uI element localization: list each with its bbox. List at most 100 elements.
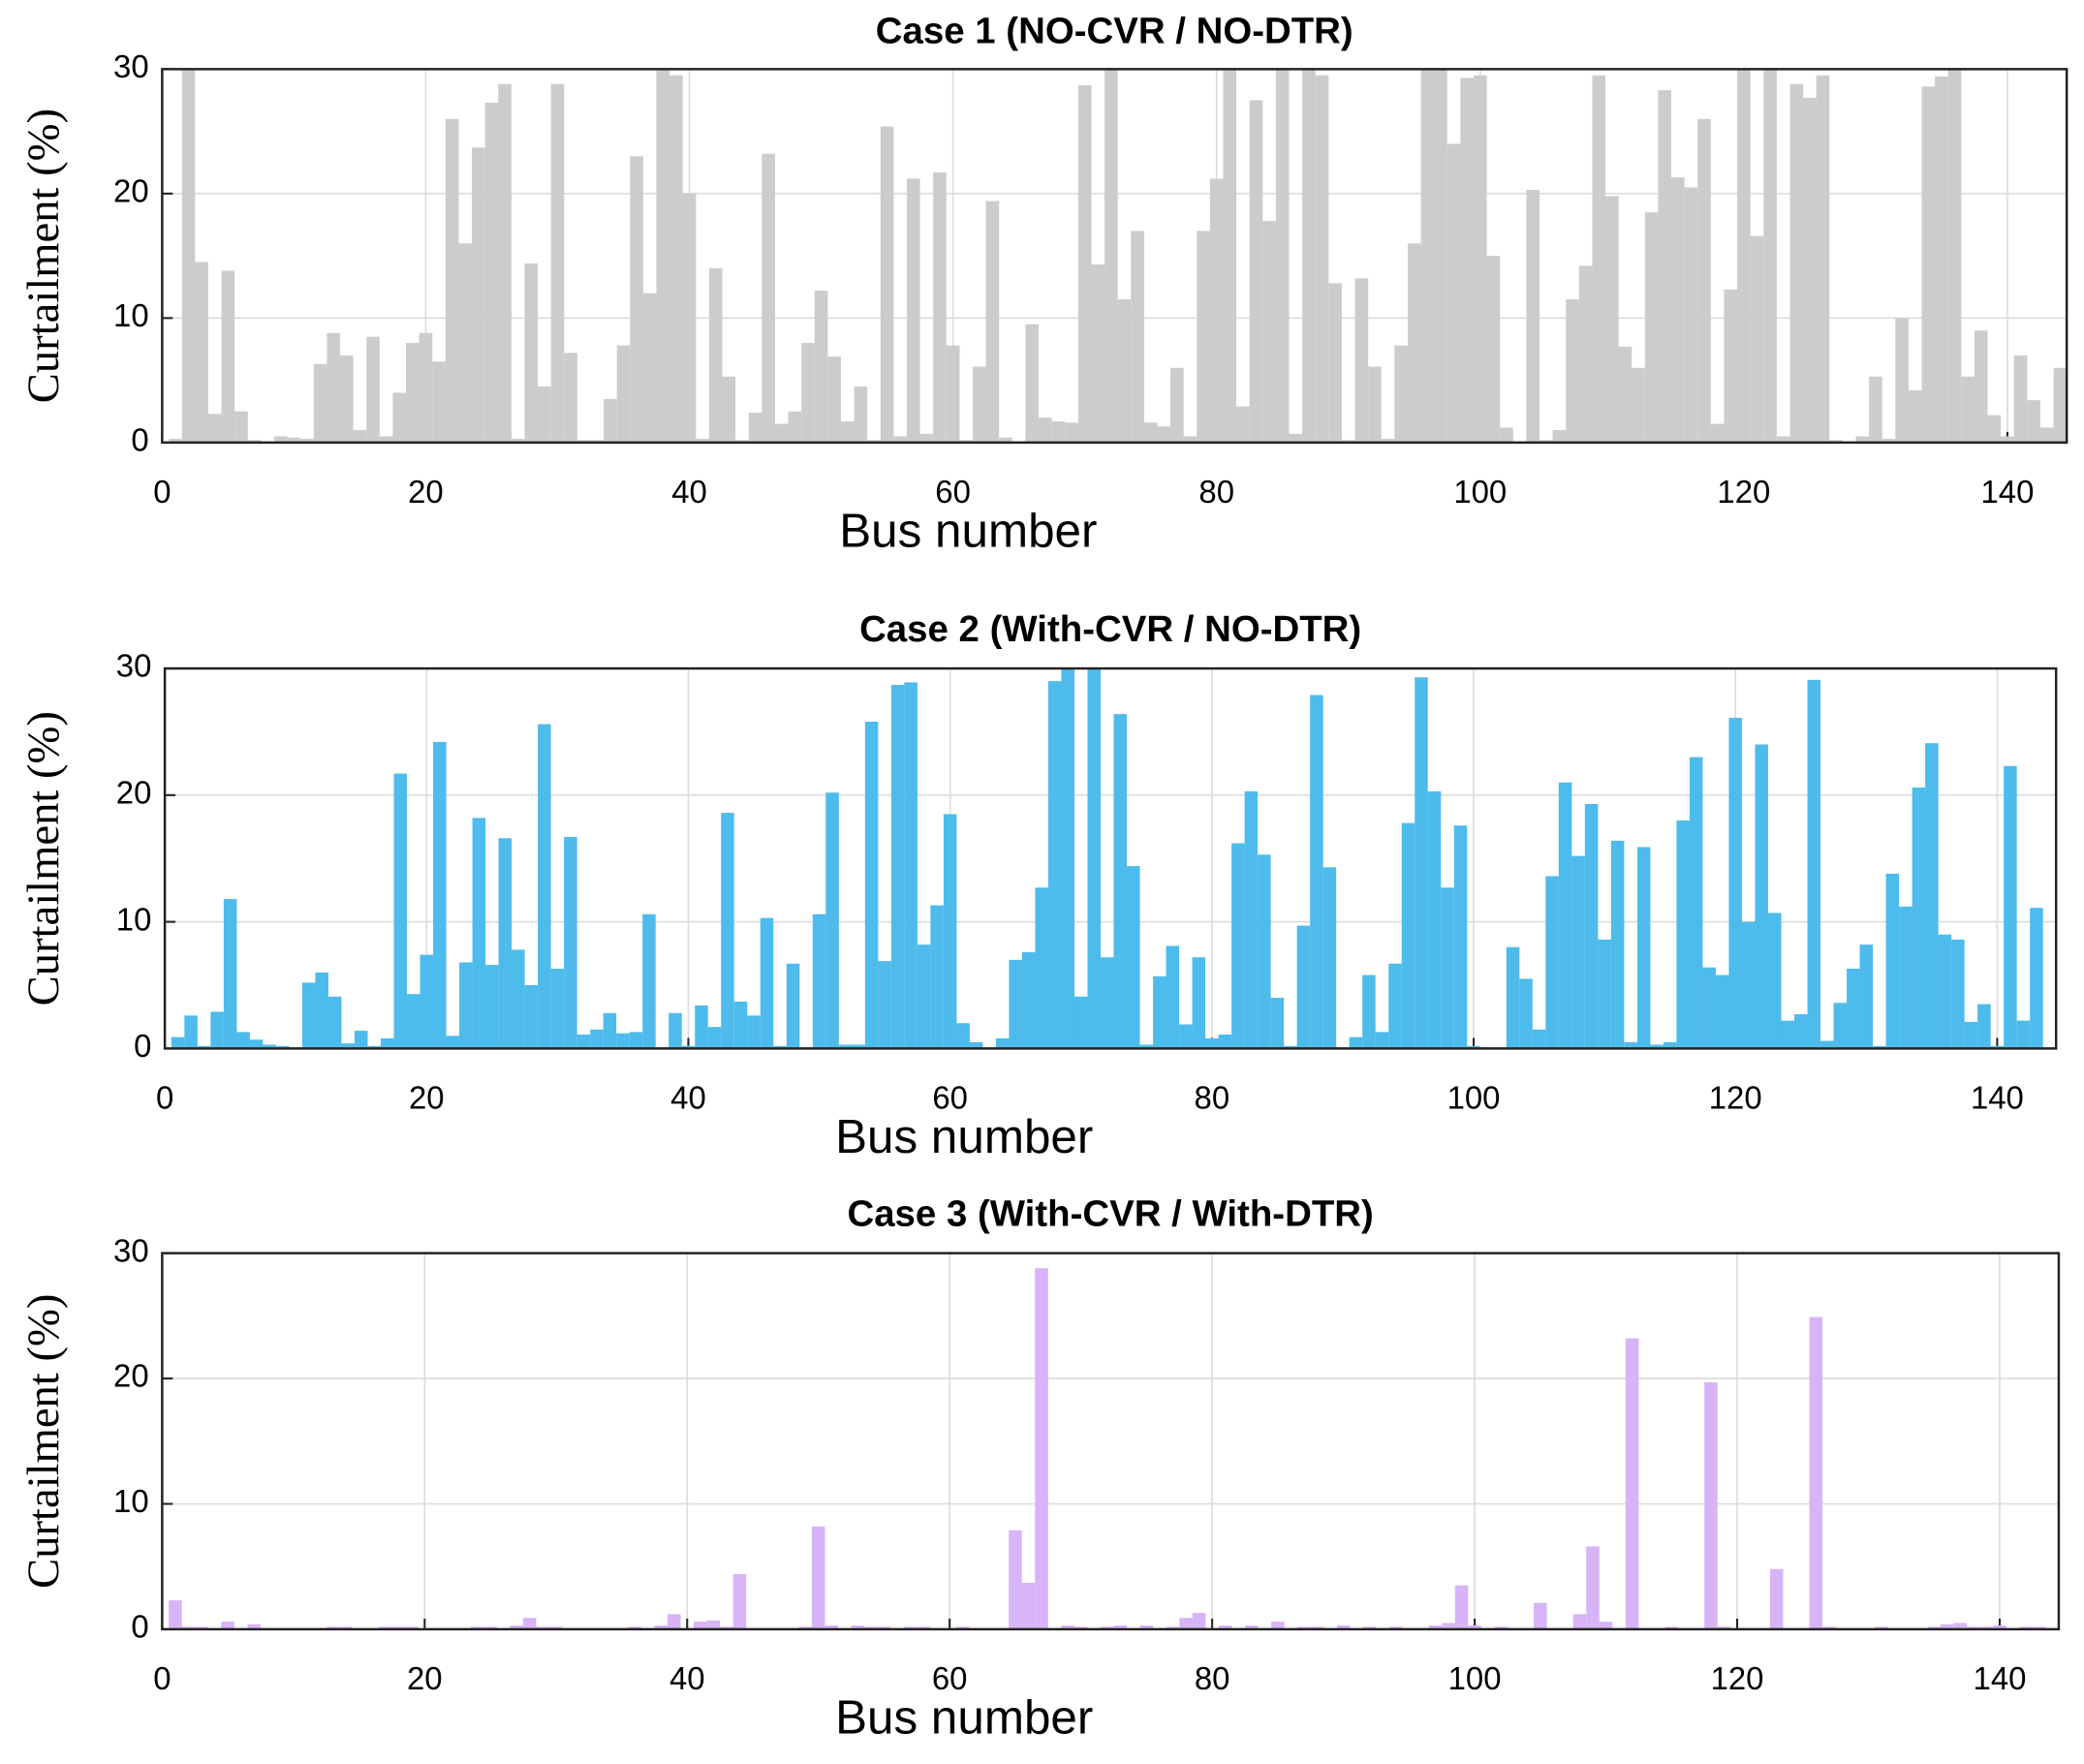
bar <box>1750 235 1764 443</box>
bar <box>1009 959 1022 1049</box>
x-tick-label: 100 <box>1453 474 1507 510</box>
bar <box>470 1626 484 1629</box>
bar <box>1572 1614 1587 1629</box>
bar <box>1453 825 1468 1049</box>
bar <box>1822 1626 1836 1629</box>
bar <box>1375 1032 1389 1049</box>
axes-frame <box>163 666 2058 1050</box>
bar <box>458 243 473 443</box>
bar <box>524 984 539 1049</box>
y-tick-label: 30 <box>113 48 149 84</box>
bar <box>1249 100 1263 443</box>
bar <box>1539 440 1553 443</box>
y-axis-label: Curtailment (%) <box>18 711 69 1006</box>
bar <box>825 792 839 1049</box>
bar <box>1855 436 1870 443</box>
bar <box>642 913 656 1049</box>
bar <box>1624 1041 1637 1049</box>
bar <box>1061 668 1074 1049</box>
bar <box>1183 436 1198 443</box>
x-tick-label: 40 <box>670 1080 706 1116</box>
x-tick-label: 20 <box>408 474 444 510</box>
bar <box>576 1035 591 1049</box>
bar <box>195 262 208 443</box>
bar <box>1454 1585 1469 1629</box>
bar <box>1009 1530 1022 1629</box>
bar <box>1322 867 1337 1049</box>
bar <box>904 682 918 1049</box>
bar <box>381 1037 394 1049</box>
bar <box>1702 967 1716 1049</box>
bar <box>1803 97 1817 443</box>
bar <box>1051 420 1066 443</box>
bar <box>706 1620 721 1629</box>
bar <box>1427 790 1442 1049</box>
bar <box>1684 187 1698 443</box>
bar <box>1315 75 1329 443</box>
y-axis-label: Curtailment (%) <box>18 108 69 403</box>
bar <box>864 1626 878 1629</box>
bar <box>906 178 920 443</box>
bar <box>1328 283 1342 443</box>
bar <box>616 1033 630 1049</box>
bar <box>722 376 736 443</box>
bar <box>1245 1625 1259 1629</box>
chart-title: Case 1 (NO-CVR / NO-DTR) <box>876 10 1353 51</box>
bar <box>917 944 931 1049</box>
bar <box>985 201 1000 443</box>
bar <box>1073 1626 1088 1629</box>
bar <box>1882 438 1896 443</box>
bar <box>1415 677 1428 1049</box>
bar <box>1899 906 1913 1049</box>
bar <box>1065 422 1078 443</box>
y-tick-label: 0 <box>131 422 148 458</box>
bar <box>1921 86 1936 443</box>
bar <box>735 440 749 443</box>
bar <box>564 353 577 443</box>
x-tick-label: 0 <box>153 474 171 510</box>
bar <box>1676 820 1690 1049</box>
bar <box>301 982 316 1049</box>
bar <box>1101 957 1114 1049</box>
bar <box>629 1032 643 1049</box>
bar <box>1993 1625 2006 1629</box>
bar <box>1486 256 1501 443</box>
bar <box>263 1044 276 1049</box>
bar <box>628 1626 641 1629</box>
bar <box>773 1045 787 1049</box>
bar <box>656 70 670 443</box>
x-tick-label: 60 <box>935 474 971 510</box>
bar <box>1953 1623 1968 1629</box>
x-axis-label: Bus number <box>835 1691 1093 1745</box>
bar <box>1776 436 1790 443</box>
bar <box>247 1624 261 1629</box>
bar <box>522 1618 537 1629</box>
bar <box>1671 177 1685 443</box>
x-tick-label: 120 <box>1717 474 1770 510</box>
bar <box>1781 1020 1795 1049</box>
axes-frame <box>161 1252 2061 1631</box>
x-axis-label: Bus number <box>839 505 1097 558</box>
bar <box>1223 69 1237 443</box>
bar <box>1091 264 1105 443</box>
bar <box>1767 913 1782 1049</box>
y-axis-label: Curtailment (%) <box>18 1294 69 1589</box>
y-tick-label: 0 <box>134 1028 151 1064</box>
bar <box>696 438 709 443</box>
x-tick-label: 40 <box>671 474 707 510</box>
x-tick-label: 120 <box>1709 1080 1762 1116</box>
bar <box>1605 196 1619 443</box>
bar <box>748 413 762 443</box>
bar <box>1552 429 1567 443</box>
bar <box>1368 366 1382 443</box>
bar <box>956 1023 970 1049</box>
bar <box>786 963 800 1049</box>
bar <box>1500 427 1513 443</box>
bar <box>812 913 826 1049</box>
bar <box>814 291 828 443</box>
bar <box>1809 1316 1823 1629</box>
bar <box>1170 367 1184 443</box>
bar <box>1769 1568 1784 1629</box>
bar <box>1087 668 1102 1049</box>
bar <box>446 1036 460 1049</box>
